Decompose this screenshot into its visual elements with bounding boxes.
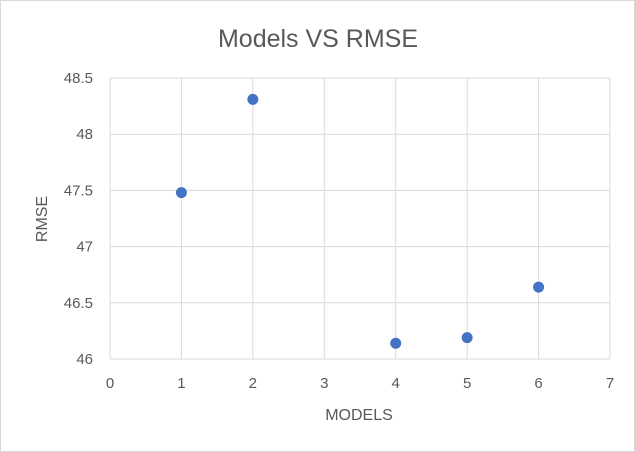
data-point xyxy=(247,93,259,105)
data-point xyxy=(461,332,473,344)
y-tick-label: 46 xyxy=(76,351,93,368)
data-point xyxy=(175,187,187,199)
x-tick-label: 4 xyxy=(392,375,400,392)
data-point xyxy=(390,337,402,349)
x-tick-label: 0 xyxy=(106,375,114,392)
data-point xyxy=(533,281,545,293)
x-tick-label: 5 xyxy=(463,375,471,392)
x-tick-label: 7 xyxy=(606,375,614,392)
y-tick-label: 48.5 xyxy=(64,70,93,87)
x-tick-label: 1 xyxy=(177,375,185,392)
y-tick-label: 47 xyxy=(76,239,93,256)
x-tick-label: 2 xyxy=(249,375,257,392)
gridlines xyxy=(109,77,611,360)
y-axis-title: RMSE xyxy=(34,196,51,242)
y-tick-label: 48 xyxy=(76,126,93,143)
x-tick-label: 6 xyxy=(534,375,542,392)
data-points xyxy=(175,93,545,349)
x-tick-labels: 0 1 2 3 4 5 6 7 xyxy=(106,375,614,392)
x-axis-title: MODELS xyxy=(325,407,393,424)
chart-title: Models VS RMSE xyxy=(218,25,418,53)
x-tick-label: 3 xyxy=(320,375,328,392)
y-tick-label: 47.5 xyxy=(64,182,93,199)
y-tick-label: 46.5 xyxy=(64,295,93,312)
y-tick-labels: 46 46.5 47 47.5 48 48.5 xyxy=(64,70,93,368)
